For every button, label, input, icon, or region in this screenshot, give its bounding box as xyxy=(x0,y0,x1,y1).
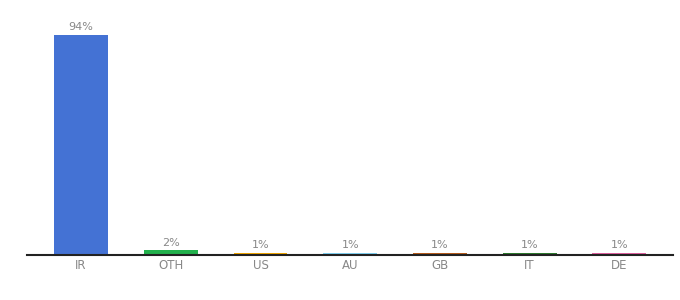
Bar xyxy=(233,253,288,255)
Text: 1%: 1% xyxy=(611,240,628,250)
Bar xyxy=(592,253,646,255)
Bar xyxy=(54,35,108,255)
Bar xyxy=(323,253,377,255)
Bar xyxy=(413,253,467,255)
Text: 2%: 2% xyxy=(162,238,180,248)
Bar xyxy=(144,250,198,255)
Text: 1%: 1% xyxy=(431,240,449,250)
Bar xyxy=(503,253,556,255)
Text: 1%: 1% xyxy=(341,240,359,250)
Text: 1%: 1% xyxy=(252,240,269,250)
Text: 94%: 94% xyxy=(69,22,93,32)
Text: 1%: 1% xyxy=(521,240,539,250)
